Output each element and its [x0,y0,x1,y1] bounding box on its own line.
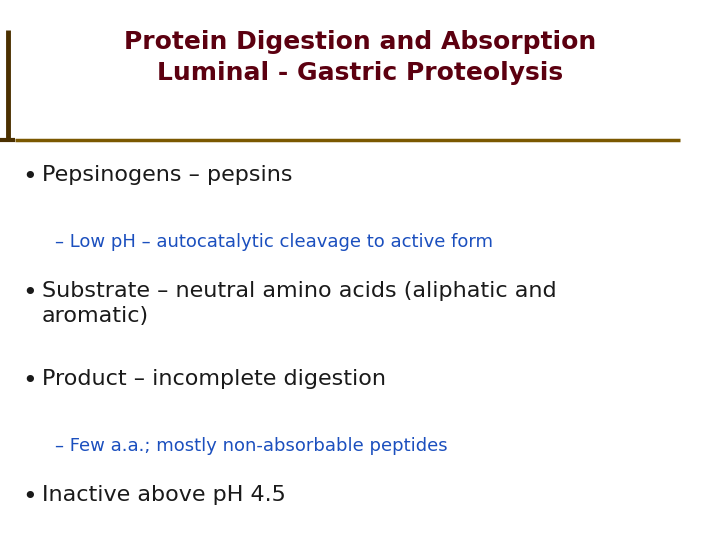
Text: Substrate – neutral amino acids (aliphatic and
aromatic): Substrate – neutral amino acids (aliphat… [42,281,557,326]
Text: Inactive above pH 4.5: Inactive above pH 4.5 [42,485,286,505]
Text: •: • [22,281,37,305]
Text: Product – incomplete digestion: Product – incomplete digestion [42,369,386,389]
Text: •: • [22,485,37,509]
Text: •: • [22,369,37,393]
Text: – Few a.a.; mostly non-absorbable peptides: – Few a.a.; mostly non-absorbable peptid… [55,437,448,455]
Text: Pepsinogens – pepsins: Pepsinogens – pepsins [42,165,292,185]
Text: •: • [22,165,37,189]
Text: – Low pH – autocatalytic cleavage to active form: – Low pH – autocatalytic cleavage to act… [55,233,493,251]
Text: Protein Digestion and Absorption
Luminal - Gastric Proteolysis: Protein Digestion and Absorption Luminal… [124,30,596,85]
